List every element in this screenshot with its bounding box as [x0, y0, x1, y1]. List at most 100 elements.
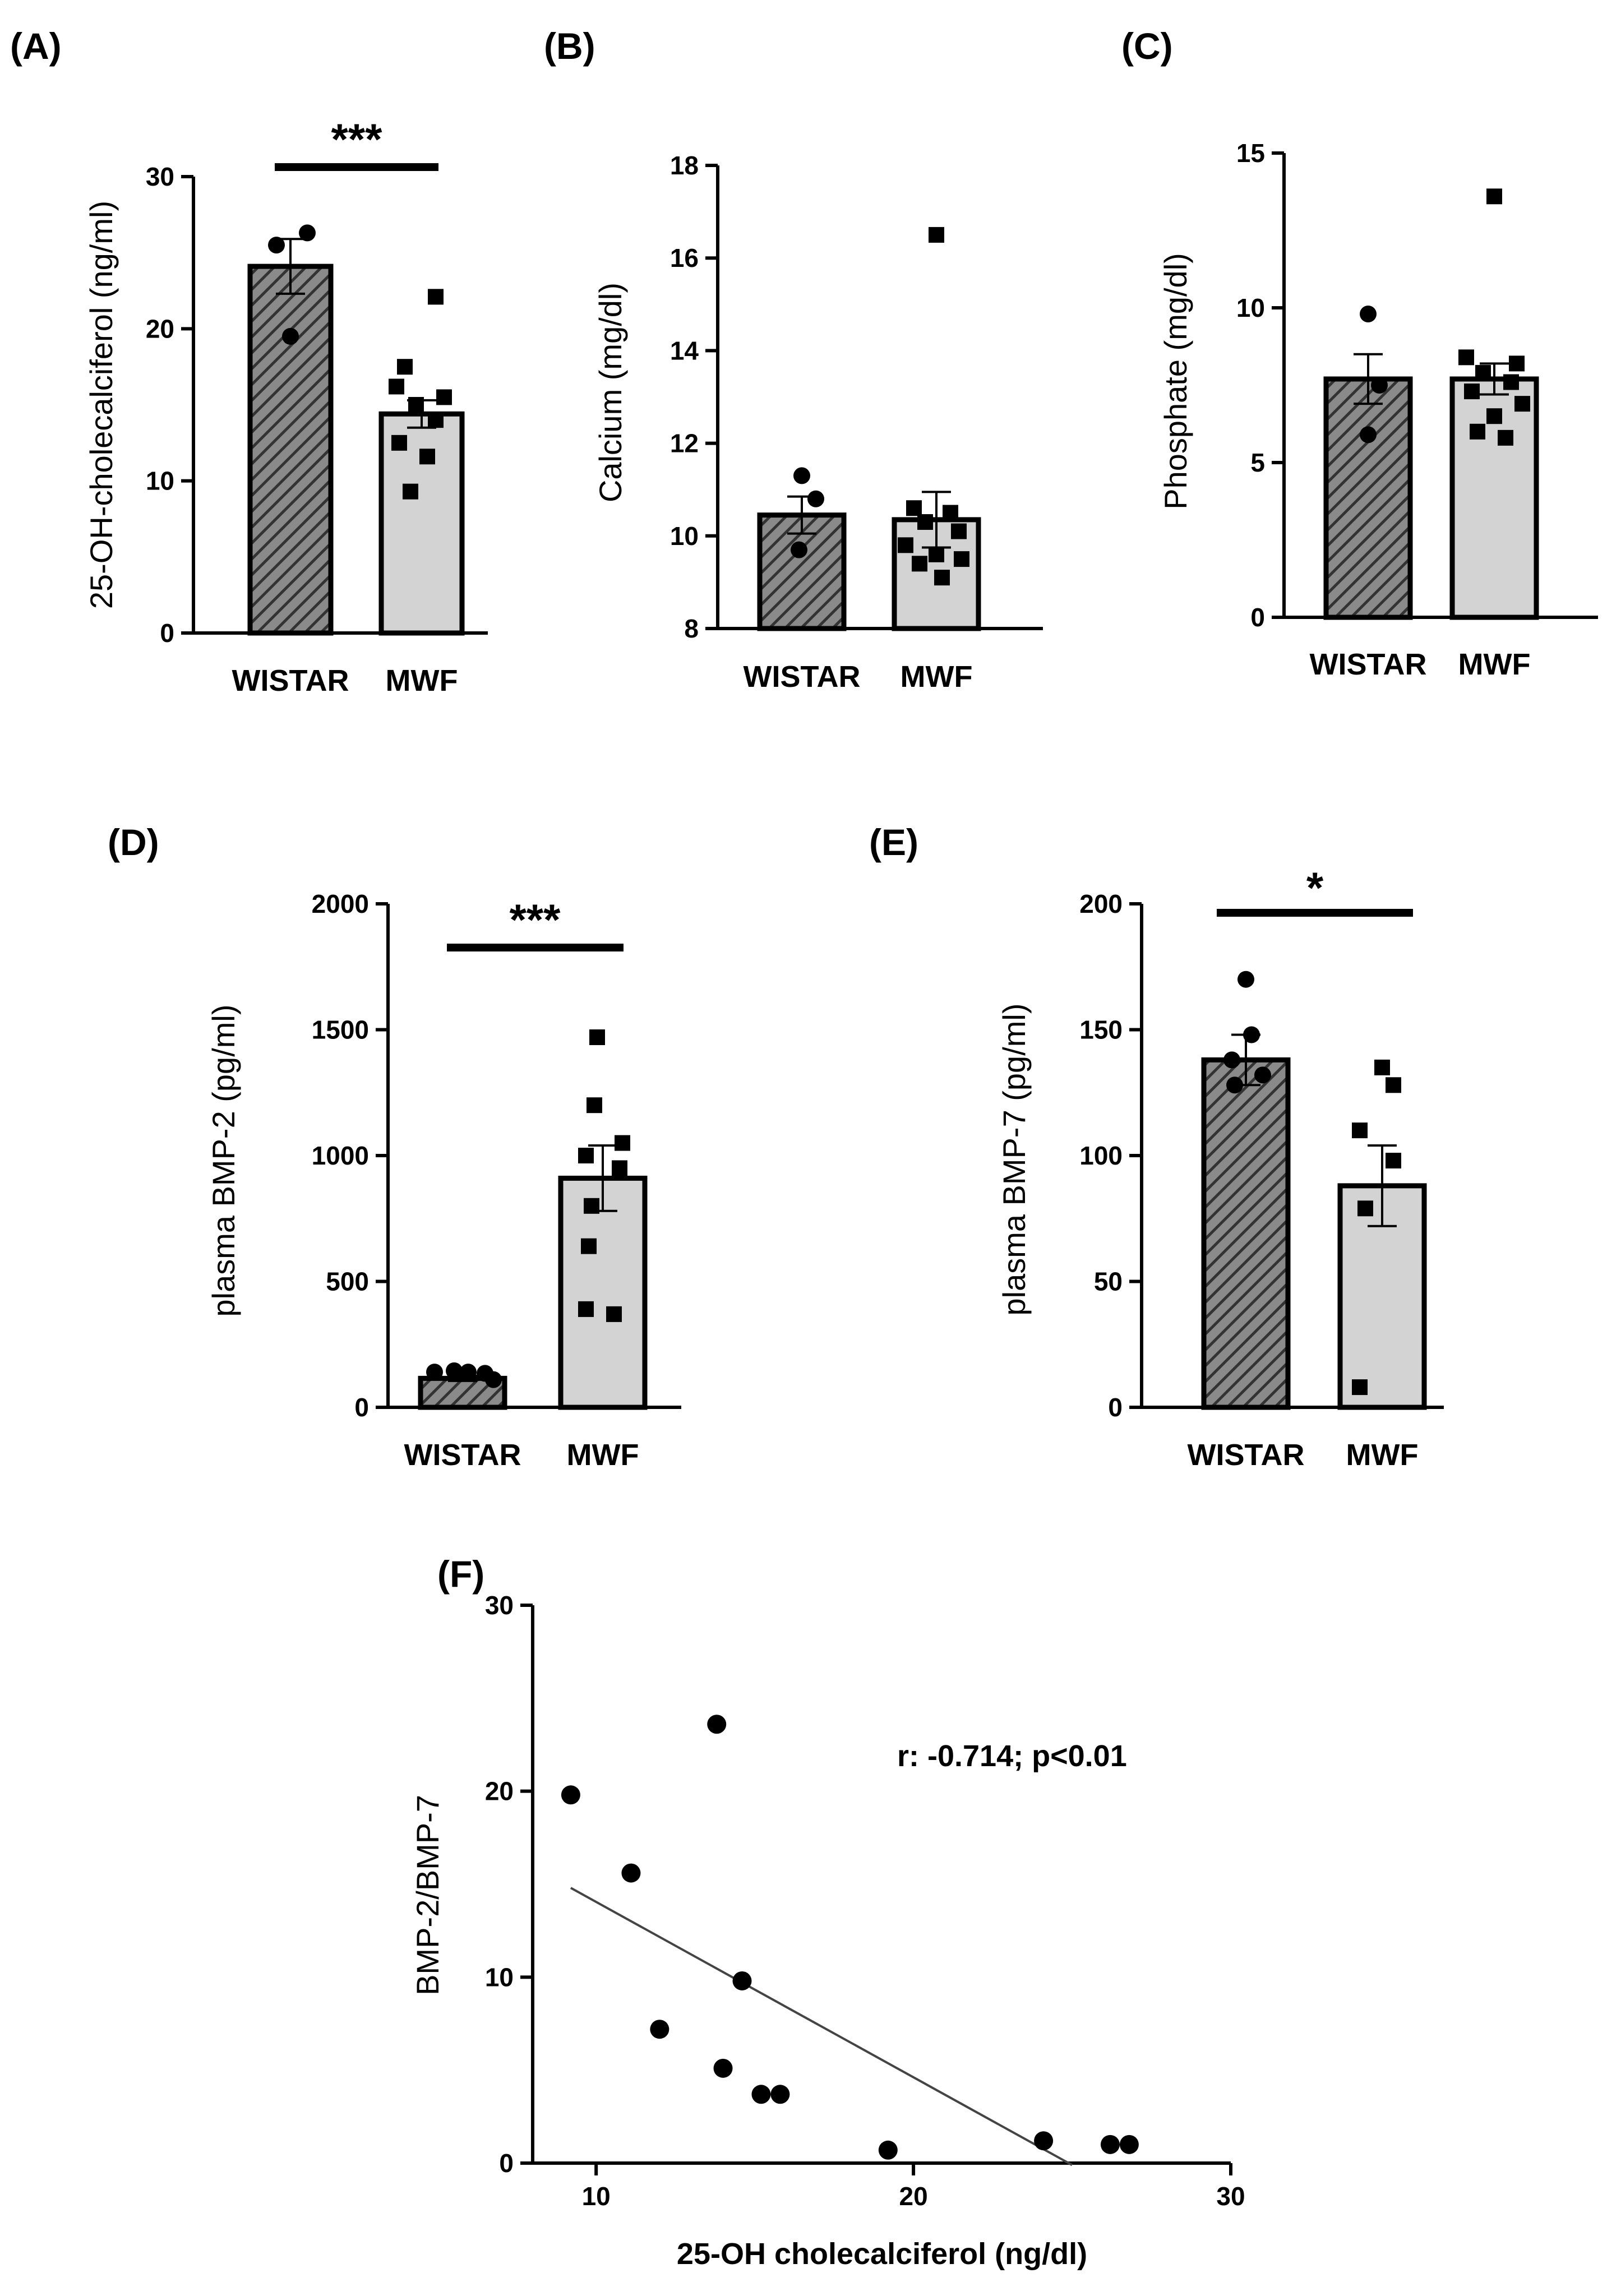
panel-a-bars: [247, 264, 465, 636]
y-tick-label: 12: [670, 429, 699, 458]
data-point-wistar: [282, 327, 299, 345]
y-tick-label: 30: [485, 1591, 514, 1620]
panel-f-x-ticks: 10 20 30: [582, 2163, 1245, 2211]
data-point-wistar: [446, 1362, 463, 1379]
y-tick-label: 15: [1236, 138, 1265, 168]
data-point-mwf: [1374, 1059, 1390, 1075]
data-point-mwf: [578, 1301, 594, 1317]
y-tick-label: 14: [670, 336, 699, 365]
scatter-point: [707, 1715, 727, 1734]
y-tick-label: 0: [1250, 603, 1265, 632]
data-point-wistar: [1237, 971, 1254, 988]
panel-a-category-wistar: WISTAR: [232, 664, 349, 697]
panel-c-bars: [1323, 376, 1539, 620]
y-tick-label: 2000: [312, 889, 369, 918]
panel-a-category-mwf: MWF: [386, 664, 458, 697]
panel-b-category-wistar: WISTAR: [744, 660, 861, 694]
y-tick-label: 0: [160, 618, 174, 648]
panel-f-fit-line-group: [570, 1887, 1073, 2166]
panel-c-category-wistar: WISTAR: [1310, 648, 1427, 681]
scatter-point: [713, 2058, 733, 2078]
panel-e-y-ticks: 0 50 100 150 200: [1079, 889, 1142, 1422]
scatter-point: [650, 2020, 669, 2039]
data-point-mwf: [428, 412, 444, 428]
y-tick-label: 10: [146, 466, 174, 496]
bar-wistar: [1323, 376, 1413, 620]
data-point-mwf: [898, 537, 913, 553]
data-point-wistar: [299, 224, 316, 242]
data-point-mwf: [589, 1029, 605, 1045]
panel-b-category-mwf: MWF: [901, 660, 973, 694]
panel-a-y-label: 25-OH-cholecalciferol (ng/ml): [84, 201, 119, 609]
y-tick-label: 150: [1079, 1015, 1123, 1045]
data-point-wistar: [1254, 1066, 1271, 1084]
panel-c: (C) 0 5 10 15 WISTAR MWF Phosphate (mg/dl): [1121, 25, 1598, 681]
data-point-wistar: [268, 237, 285, 254]
data-point-wistar: [1360, 426, 1377, 444]
x-tick-label: 30: [1216, 2182, 1245, 2211]
data-point-mwf: [1486, 188, 1502, 205]
data-point-mwf: [1486, 408, 1502, 424]
panel-f-x-label: 25-OH cholecalciferol (ng/dl): [677, 2237, 1087, 2271]
data-point-wistar: [426, 1364, 443, 1381]
panel-f-label: (F): [437, 1553, 484, 1595]
panel-b-y-label: Calcium (mg/dl): [593, 283, 628, 502]
data-point-mwf: [934, 570, 950, 586]
y-tick-label: 30: [146, 162, 174, 191]
data-point-mwf: [1352, 1122, 1368, 1139]
data-point-mwf: [1464, 384, 1480, 400]
panel-d-significance: ***: [509, 895, 561, 944]
y-tick-label: 18: [670, 151, 699, 180]
panel-a-significance: ***: [331, 114, 382, 164]
fit-line: [570, 1887, 1073, 2166]
panel-d-points: [426, 1029, 630, 1388]
data-point-wistar: [1360, 306, 1377, 323]
scatter-point: [751, 2085, 771, 2104]
y-tick-label: 100: [1079, 1141, 1123, 1170]
panel-e-label: (E): [869, 821, 918, 863]
data-point-wistar: [485, 1371, 502, 1388]
panel-a: (A) 0 10 20 30 *** WISTAR MWF 25-OH-choleca…: [10, 25, 488, 697]
data-point-mwf: [917, 514, 933, 530]
y-tick-label: 20: [146, 314, 174, 343]
scatter-point: [1034, 2131, 1054, 2151]
data-point-mwf: [436, 389, 452, 405]
panel-a-label: (A): [10, 25, 62, 67]
y-tick-label: 10: [670, 521, 699, 551]
data-point-mwf: [408, 397, 424, 413]
data-point-mwf: [951, 523, 967, 539]
data-point-mwf: [1386, 1152, 1401, 1168]
y-tick-label: 0: [1108, 1393, 1123, 1422]
data-point-mwf: [954, 551, 969, 567]
data-point-mwf: [1458, 349, 1474, 366]
data-point-mwf: [1509, 355, 1525, 372]
data-point-wistar: [791, 541, 807, 558]
panel-a-y-ticks: 0 10 20 30: [146, 162, 193, 648]
data-point-mwf: [397, 359, 413, 375]
panel-f-annotation: r: -0.714; p<0.01: [897, 1739, 1127, 1773]
x-tick-label: 20: [899, 2182, 928, 2211]
bar-wistar: [247, 264, 334, 636]
scatter-point: [878, 2140, 898, 2160]
panel-e-significance: *: [1306, 863, 1324, 912]
bar-wistar: [418, 1375, 507, 1410]
scatter-point: [1100, 2135, 1120, 2154]
scatter-point: [621, 1863, 641, 1883]
data-point-mwf: [1498, 429, 1513, 446]
data-point-mwf: [587, 1097, 602, 1114]
panel-e-y-label: plasma BMP-7 (pg/ml): [996, 1003, 1032, 1315]
data-point-wistar: [1223, 1051, 1240, 1069]
data-point-mwf: [943, 505, 958, 521]
y-tick-label: 1500: [312, 1015, 369, 1045]
data-point-mwf: [612, 1160, 627, 1176]
data-point-mwf: [1386, 1077, 1401, 1093]
panel-d: (D) 0 500 1000 1500 2000 *** WISTAR MWF plas…: [108, 821, 681, 1472]
data-point-mwf: [929, 546, 944, 562]
panel-c-y-ticks: 0 5 10 15: [1236, 138, 1284, 632]
panel-f-y-ticks: 0 10 20 30: [485, 1591, 533, 2178]
data-point-mwf: [1475, 364, 1491, 381]
panel-c-points: [1360, 188, 1530, 446]
data-point-wistar: [807, 490, 824, 507]
y-tick-label: 10: [485, 1962, 514, 1992]
panel-f-points: [561, 1715, 1139, 2160]
